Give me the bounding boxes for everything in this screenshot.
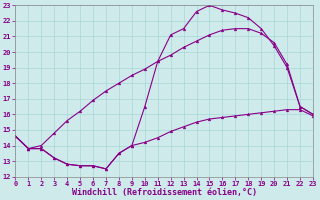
X-axis label: Windchill (Refroidissement éolien,°C): Windchill (Refroidissement éolien,°C) <box>72 188 257 197</box>
